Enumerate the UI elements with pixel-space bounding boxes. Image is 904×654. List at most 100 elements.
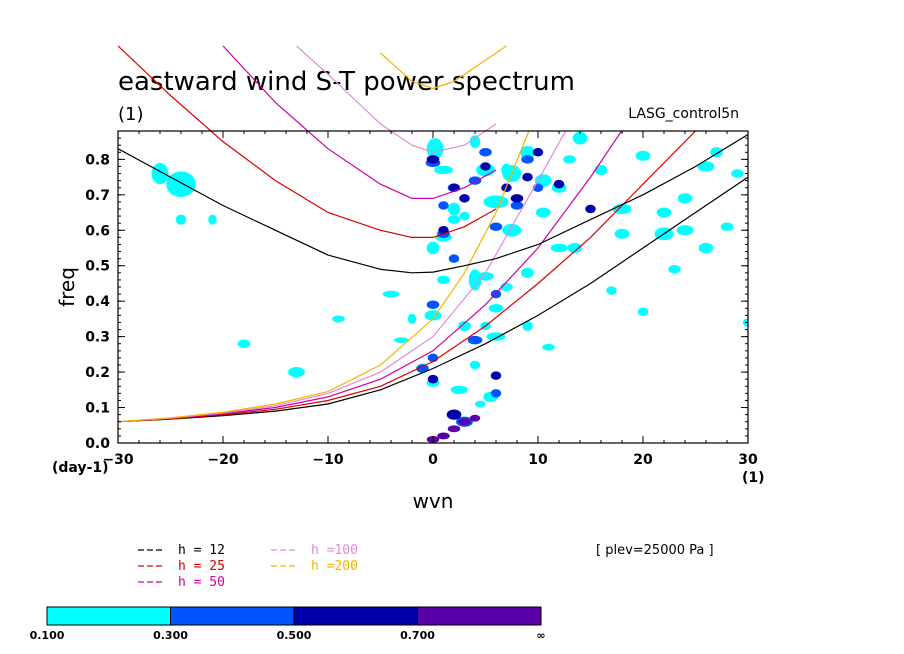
spectrum-patch-level-1 bbox=[468, 176, 482, 185]
spectrum-patch-level-3 bbox=[469, 414, 481, 422]
spectrum-patch-level-2 bbox=[446, 409, 462, 420]
spectrum-patch-level-0 bbox=[447, 215, 461, 224]
spectrum-patch-level-0 bbox=[656, 207, 672, 218]
spectrum-patch-level-3 bbox=[437, 432, 450, 440]
curve-2-branch-1 bbox=[117, 45, 497, 238]
spectrum-patch-level-0 bbox=[486, 332, 506, 341]
spectrum-patch-level-0 bbox=[394, 337, 409, 344]
colorbar-label: 0.700 bbox=[400, 629, 435, 642]
spectrum-patch-level-0 bbox=[550, 243, 568, 253]
x-tick-label: 10 bbox=[528, 452, 548, 468]
curve-5-branch-2 bbox=[118, 131, 530, 423]
spectrum-patch-level-0 bbox=[614, 228, 630, 239]
spectrum-patch-level-1 bbox=[426, 300, 440, 309]
y-axis-ticks: 0.0 0.1 0.2 0.3 0.4 0.5 0.6 0.7 0.8 bbox=[85, 130, 748, 452]
spectrum-patch-level-0 bbox=[720, 222, 734, 231]
spectrum-patch-level-0 bbox=[458, 320, 471, 332]
legend-label: h =200 bbox=[311, 559, 358, 574]
spectrum-patch-level-2 bbox=[480, 162, 491, 171]
spectrum-patch-level-0 bbox=[522, 320, 533, 332]
spectrum-patch-level-0 bbox=[635, 150, 651, 161]
spectrum-patch-level-2 bbox=[585, 204, 596, 214]
x-tick-label: 0 bbox=[428, 452, 438, 468]
spectrum-patch-level-0 bbox=[469, 360, 481, 370]
spectrum-patch-level-0 bbox=[459, 211, 470, 221]
x-axis-ticks: −30 −20 −10 0 10 20 30 bbox=[102, 131, 758, 468]
spectrum-patch-level-0 bbox=[447, 202, 461, 216]
dispersion-curves bbox=[118, 131, 748, 423]
colorbar-label: 0.500 bbox=[277, 629, 312, 642]
y-unit-label: (day-1) bbox=[52, 460, 109, 476]
spectrum-patch-level-0 bbox=[175, 214, 187, 225]
curve-1-branch-1 bbox=[117, 133, 749, 274]
spectrum-patch-level-3 bbox=[458, 418, 471, 426]
spectrum-patch-level-2 bbox=[553, 179, 565, 189]
colorbar: 0.100 0.300 0.500 0.700 ∞ bbox=[30, 606, 546, 642]
level-annotation: [ plev=25000 Pa ] bbox=[596, 543, 714, 558]
spectrum-patch-level-0 bbox=[668, 265, 681, 274]
spectrum-patch-level-0 bbox=[437, 275, 450, 285]
legend-label: h = 12 bbox=[178, 543, 225, 558]
colorbar-segment bbox=[293, 606, 418, 626]
legend-label: h = 25 bbox=[178, 559, 225, 574]
dispersion-curves-above-plot bbox=[117, 45, 749, 274]
spectrum-patch-level-0 bbox=[469, 135, 481, 149]
spectrum-patch-level-1 bbox=[438, 201, 449, 210]
colorbar-segment bbox=[46, 606, 171, 626]
x-unit-label: (1) bbox=[742, 470, 765, 486]
spectrum-patch-level-0 bbox=[332, 315, 345, 323]
curve-4-branch-1 bbox=[296, 45, 497, 153]
spectrum-patch-level-0 bbox=[434, 165, 453, 175]
colorbar-label: ∞ bbox=[536, 629, 545, 642]
chart-subtitle-right: LASG_control5n bbox=[628, 106, 739, 122]
spectrum-patch-level-2 bbox=[427, 374, 439, 384]
y-tick-label: 0.6 bbox=[85, 223, 110, 239]
spectrum-patch-level-0 bbox=[488, 304, 504, 313]
curve-2-branch-2 bbox=[118, 131, 697, 423]
spectrum-patch-level-0 bbox=[407, 313, 417, 325]
spectrum-patch-level-0 bbox=[710, 147, 723, 158]
x-tick-label: 20 bbox=[633, 452, 653, 468]
spectrum-patch-level-0 bbox=[520, 145, 535, 159]
spectrum-patch-level-1 bbox=[448, 254, 460, 263]
y-tick-label: 0.2 bbox=[85, 365, 110, 381]
spectrum-patch-level-0 bbox=[542, 343, 555, 351]
legend-label: h = 50 bbox=[178, 575, 225, 590]
x-tick-label: −30 bbox=[102, 452, 133, 468]
spectrum-patch-level-2 bbox=[490, 371, 502, 380]
spectrum-patch-level-2 bbox=[532, 148, 544, 157]
spectrum-patch-level-0 bbox=[288, 366, 305, 378]
spectrum-patch-level-0 bbox=[606, 286, 617, 295]
x-tick-label: −20 bbox=[207, 452, 238, 468]
spectrum-patch-level-1 bbox=[479, 148, 492, 157]
spectrum-patch-level-1 bbox=[489, 222, 503, 231]
curve-1-branch-2 bbox=[118, 176, 748, 423]
spectrum-patch-level-0 bbox=[382, 290, 400, 298]
spectrum-patch-level-0 bbox=[475, 400, 486, 408]
y-tick-label: 0.1 bbox=[85, 401, 110, 417]
y-axis-label: freq bbox=[55, 267, 79, 307]
spectrum-patch-level-0 bbox=[426, 241, 440, 255]
spectrum-patch-level-2 bbox=[426, 155, 440, 164]
x-axis-label: wvn bbox=[413, 489, 454, 513]
curve-3-branch-1 bbox=[222, 45, 497, 199]
y-tick-label: 0.3 bbox=[85, 330, 110, 346]
spectrum-patch-level-0 bbox=[676, 225, 694, 236]
y-tick-label: 0.7 bbox=[85, 188, 110, 204]
spectrum-patch-level-2 bbox=[522, 172, 533, 182]
spectrum-patch-level-0 bbox=[151, 162, 169, 185]
spectrum-patch-level-2 bbox=[510, 194, 524, 203]
colorbar-label: 0.300 bbox=[153, 629, 188, 642]
spectrum-patch-level-1 bbox=[467, 335, 483, 345]
spectrum-patch-level-0 bbox=[521, 267, 534, 278]
y-tick-label: 0.0 bbox=[85, 436, 110, 452]
y-tick-label: 0.5 bbox=[85, 259, 110, 275]
spectrum-patch-level-0 bbox=[731, 169, 744, 178]
spectrum-patch-level-1 bbox=[510, 201, 524, 210]
x-tick-label: −10 bbox=[312, 452, 343, 468]
y-tick-label: 0.4 bbox=[85, 294, 110, 310]
spectrum-patch-level-0 bbox=[450, 385, 468, 395]
spectrum-patch-level-0 bbox=[572, 131, 588, 145]
